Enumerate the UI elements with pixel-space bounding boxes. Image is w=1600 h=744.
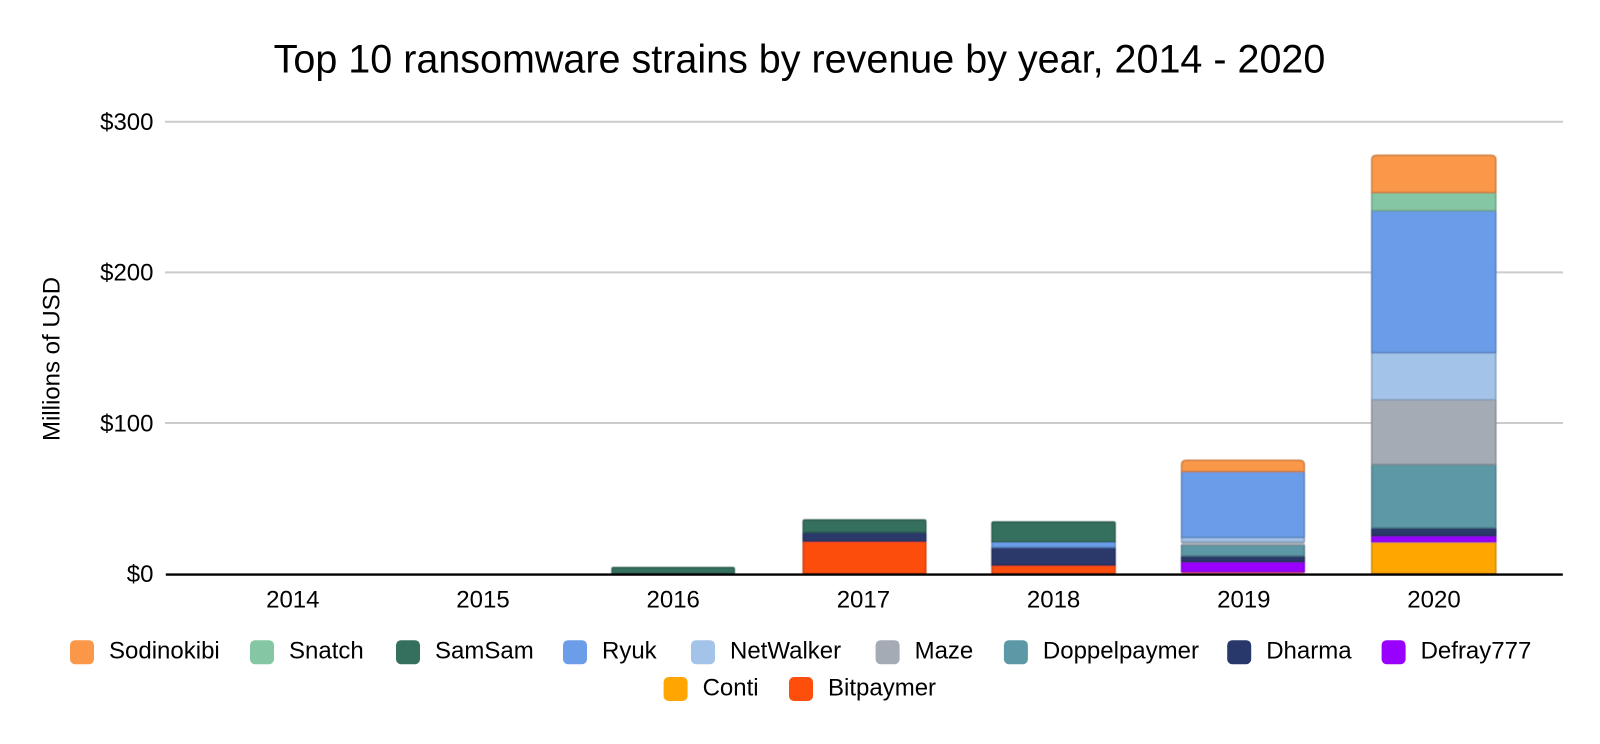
svg-text:Defray777: Defray777 [1421, 638, 1532, 665]
svg-text:2017: 2017 [837, 587, 890, 614]
svg-text:2018: 2018 [1027, 587, 1080, 614]
svg-text:2020: 2020 [1407, 587, 1460, 614]
svg-text:$0: $0 [127, 561, 154, 588]
svg-text:Dharma: Dharma [1266, 638, 1352, 665]
svg-text:Top 10 ransomware strains by r: Top 10 ransomware strains by revenue by … [274, 38, 1326, 82]
svg-text:Millions of USD: Millions of USD [39, 277, 66, 441]
svg-text:Maze: Maze [915, 638, 974, 665]
svg-text:SamSam: SamSam [435, 638, 534, 665]
svg-text:Ryuk: Ryuk [602, 638, 658, 665]
svg-text:Sodinokibi: Sodinokibi [109, 638, 220, 665]
svg-text:$300: $300 [100, 109, 153, 136]
svg-text:2015: 2015 [456, 587, 509, 614]
svg-text:$200: $200 [100, 260, 153, 287]
svg-text:$100: $100 [100, 410, 153, 437]
svg-text:2016: 2016 [647, 587, 700, 614]
svg-text:Doppelpaymer: Doppelpaymer [1043, 638, 1199, 665]
svg-text:2019: 2019 [1217, 587, 1270, 614]
svg-text:Conti: Conti [703, 675, 759, 702]
svg-text:NetWalker: NetWalker [730, 638, 841, 665]
svg-text:Bitpaymer: Bitpaymer [828, 675, 936, 702]
svg-text:2014: 2014 [266, 587, 319, 614]
svg-text:Snatch: Snatch [289, 638, 364, 665]
